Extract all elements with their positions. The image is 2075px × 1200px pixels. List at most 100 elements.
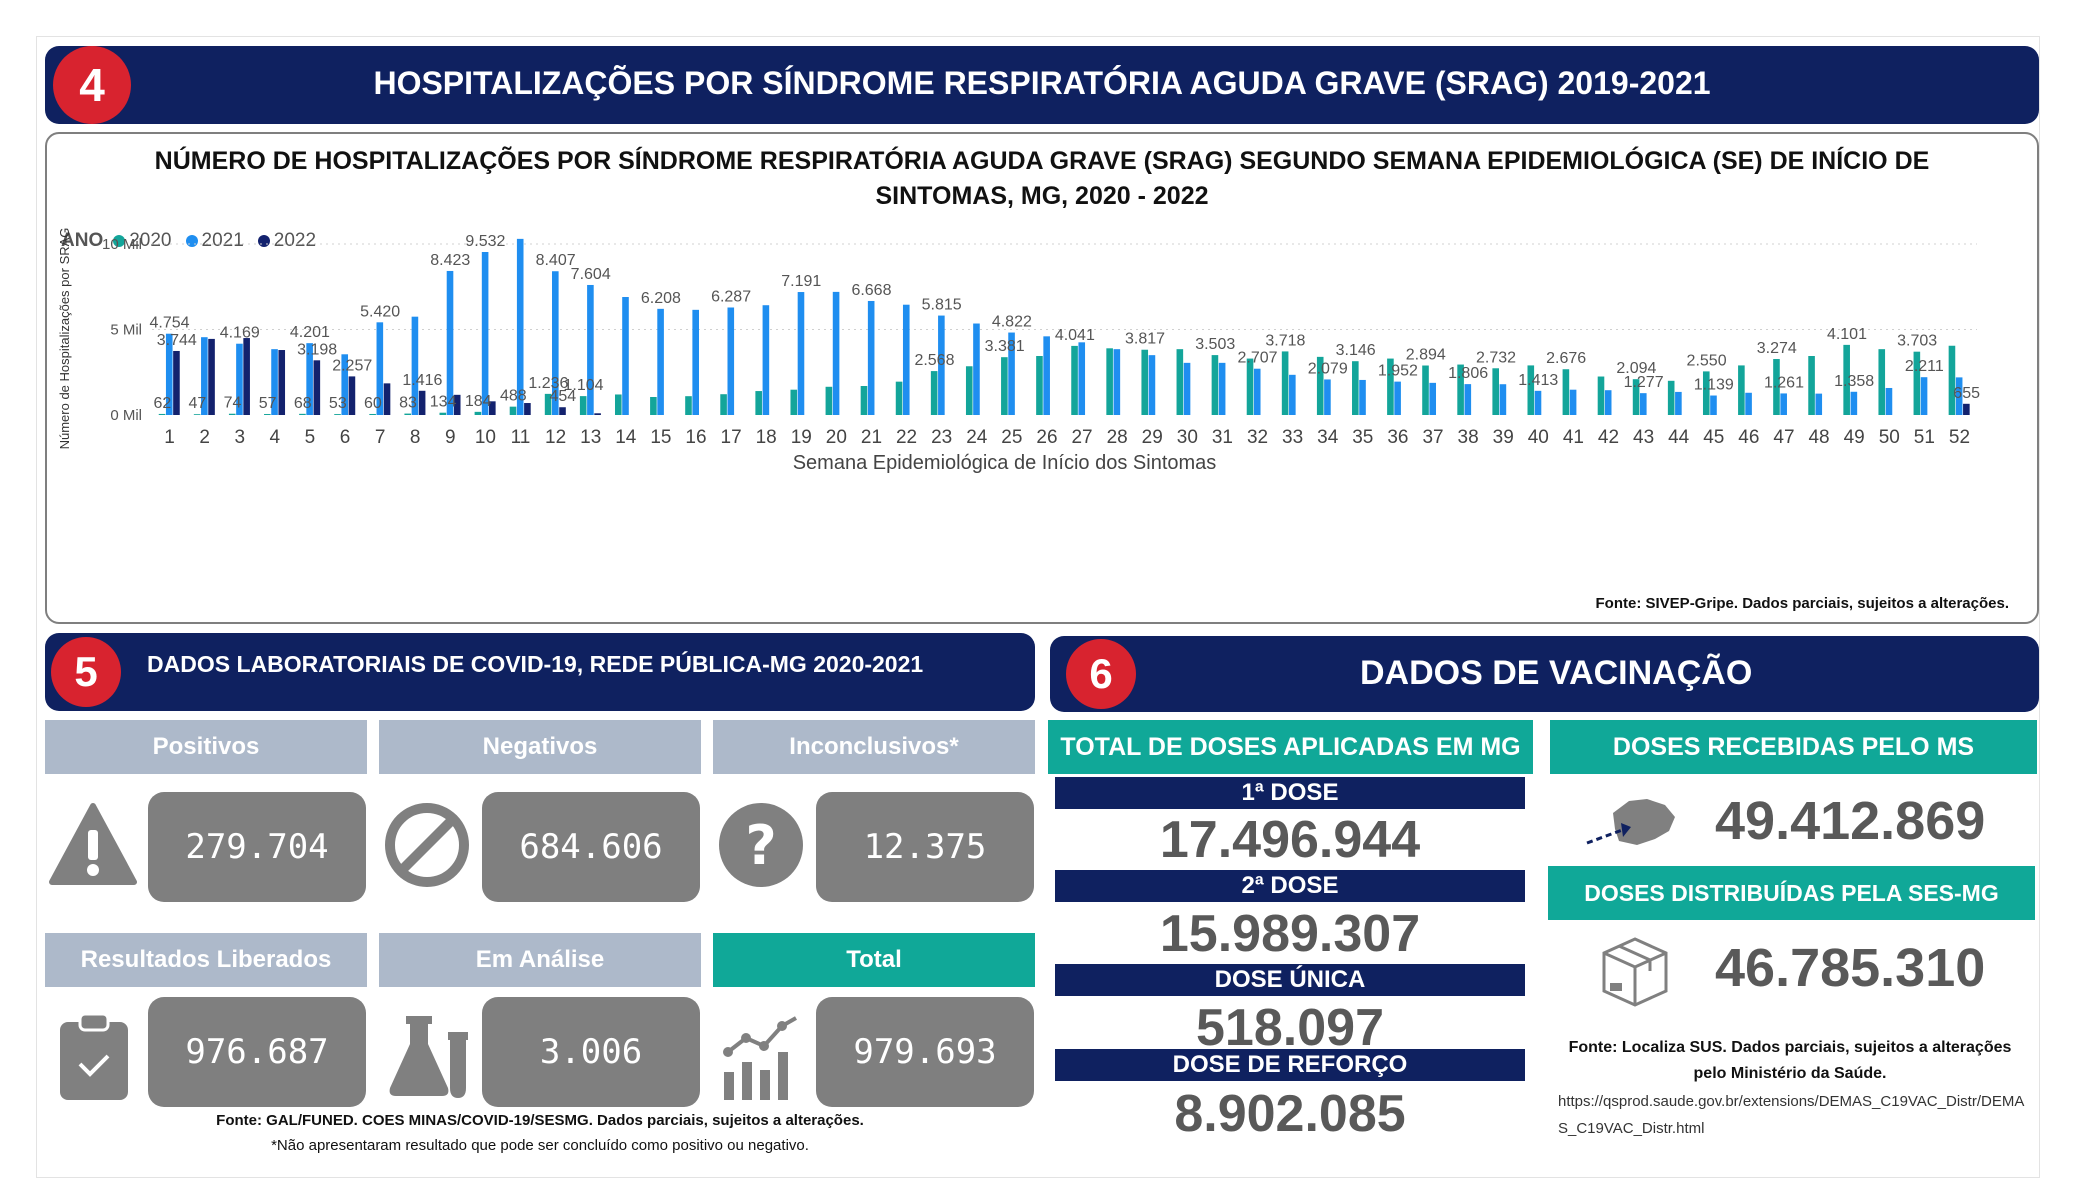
analise-header: Em Análise <box>379 933 701 987</box>
bar-2021 <box>1429 382 1437 415</box>
bar-2021 <box>587 284 594 415</box>
x-tick-label: 1 <box>164 427 175 448</box>
x-tick-label: 7 <box>375 427 386 448</box>
bar-2021 <box>1359 379 1366 415</box>
bar-2020 <box>1492 368 1500 415</box>
bar-2020 <box>158 413 166 415</box>
bar-2021 <box>902 304 910 415</box>
data-label: 1.416 <box>402 372 442 389</box>
x-tick-label: 28 <box>1107 427 1128 448</box>
bar-2020 <box>614 394 622 415</box>
data-label: 2.894 <box>1406 347 1446 364</box>
dose2-value: 15.989.307 <box>1159 905 1421 963</box>
bar-2020 <box>1001 357 1008 415</box>
x-tick-label: 43 <box>1633 427 1654 448</box>
bar-2020 <box>1316 356 1324 415</box>
data-label: 3.274 <box>1757 340 1797 357</box>
x-tick-label: 8 <box>410 427 421 448</box>
prohibited-icon <box>385 803 469 887</box>
data-label: 3.381 <box>985 338 1025 355</box>
dose-unica-label: DOSE ÚNICA <box>1055 964 1525 996</box>
vac-source-link[interactable]: https://qsprod.saude.gov.br/extensions/D… <box>1558 1093 2025 1137</box>
bar-2021 <box>938 315 945 415</box>
data-label: 3.146 <box>1336 342 1376 359</box>
bar-2020 <box>895 381 903 415</box>
bar-2020 <box>1281 351 1289 415</box>
bar-2021 <box>762 305 770 415</box>
bar-2020 <box>1808 356 1815 415</box>
bar-2020 <box>334 414 341 415</box>
bar-2021 <box>973 323 980 415</box>
x-tick-label: 17 <box>721 427 742 448</box>
bar-2021 <box>1710 395 1717 415</box>
bar-2020 <box>1246 358 1254 415</box>
bar-2020 <box>825 386 833 415</box>
bar-2020 <box>228 413 236 415</box>
data-label: 655 <box>1953 385 1980 402</box>
bar-2020 <box>1843 344 1850 415</box>
bar-2021 <box>1253 368 1261 415</box>
bar-2020 <box>1667 380 1675 415</box>
x-tick-label: 4 <box>270 427 281 448</box>
bar-2020 <box>860 385 868 415</box>
total-doses-header: TOTAL DE DOSES APLICADAS EM MG <box>1048 720 1533 774</box>
question-icon: ? <box>719 803 803 887</box>
data-label: 1.104 <box>563 377 603 394</box>
legend-label-2021: 2021 <box>201 230 244 251</box>
data-label: 184 <box>465 393 492 410</box>
bar-2021 <box>341 354 349 415</box>
bar-2022 <box>348 376 356 415</box>
bar-2020 <box>1036 356 1043 415</box>
bar-2020 <box>1387 358 1394 415</box>
bar-2020 <box>509 406 517 415</box>
x-tick-label: 12 <box>545 427 566 448</box>
negativos-value: 684.606 <box>482 792 700 902</box>
data-label: 1.277 <box>1624 374 1664 391</box>
liberados-value: 976.687 <box>148 997 366 1107</box>
lab-note: *Não apresentaram resultado que pode ser… <box>271 1137 809 1154</box>
bar-2022 <box>524 403 531 415</box>
x-tick-label: 35 <box>1352 427 1373 448</box>
clipboard-icon <box>60 1012 128 1100</box>
x-axis-label: Semana Epidemiológica de Início dos Sint… <box>793 452 1217 474</box>
data-label: 2.211 <box>1905 358 1944 375</box>
bar-2020 <box>685 396 692 415</box>
data-label: 3.744 <box>157 332 197 349</box>
bar-2022 <box>243 338 250 415</box>
data-label: 3.198 <box>297 341 337 358</box>
bar-2020 <box>1457 364 1464 415</box>
x-tick-label: 24 <box>966 427 988 448</box>
bar-2021 <box>797 292 805 415</box>
data-label: 6.208 <box>641 290 681 307</box>
bar-2021 <box>1148 355 1156 415</box>
bar-2021 <box>201 337 208 415</box>
bar-2020 <box>1211 355 1219 415</box>
data-label: 1.236 <box>528 375 568 392</box>
data-label: 6.287 <box>711 288 751 305</box>
bar-2021 <box>165 333 173 415</box>
bar-2021 <box>1815 393 1823 415</box>
analise-value: 3.006 <box>482 997 700 1107</box>
data-label: 8.423 <box>430 252 470 269</box>
dose-reforco-value: 8.902.085 <box>1174 1085 1406 1143</box>
bar-2020 <box>1773 359 1780 415</box>
bar-2021 <box>1113 349 1121 415</box>
positivos-header: Positivos <box>45 720 367 774</box>
bar-2020 <box>720 394 727 415</box>
data-label: 2.676 <box>1546 350 1586 367</box>
x-tick-label: 41 <box>1563 427 1584 448</box>
data-label: 2.079 <box>1308 360 1348 377</box>
x-tick-label: 27 <box>1071 427 1092 448</box>
x-tick-label: 49 <box>1844 427 1865 448</box>
x-tick-label: 18 <box>756 427 777 448</box>
legend-item-2020[interactable]: 2020 <box>113 230 172 252</box>
dose-unica-value: 518.097 <box>1196 999 1384 1057</box>
bar-2021 <box>1534 390 1542 415</box>
dose-reforco-label: DOSE DE REFORÇO <box>1055 1049 1525 1081</box>
bar-2020 <box>1913 351 1921 415</box>
bar-2020 <box>404 413 412 415</box>
bar-2020 <box>965 366 973 415</box>
data-label: 4.201 <box>290 324 330 341</box>
bar-2020 <box>264 414 271 415</box>
section-6-number: 6 <box>1066 639 1136 709</box>
